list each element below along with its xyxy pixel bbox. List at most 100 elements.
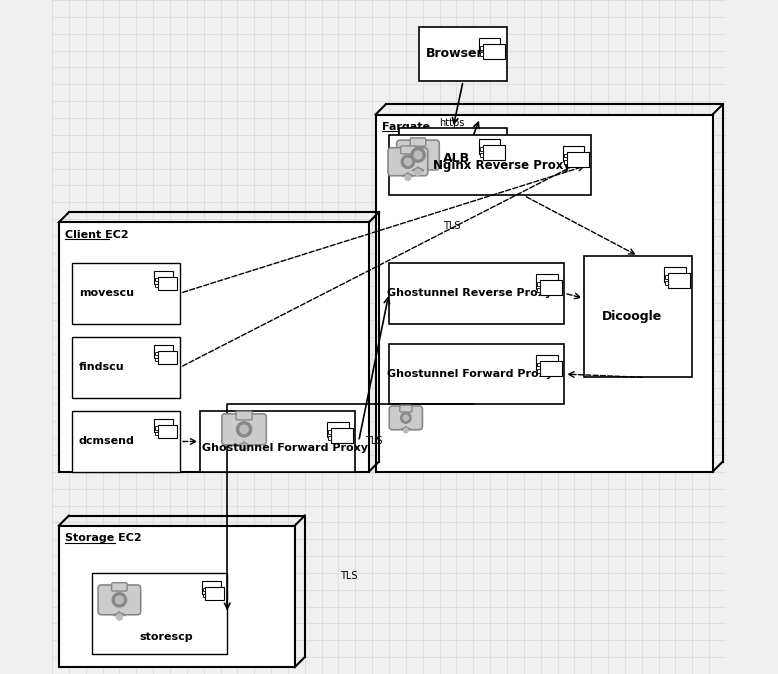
FancyBboxPatch shape: [665, 281, 668, 285]
Circle shape: [401, 155, 415, 168]
FancyBboxPatch shape: [328, 436, 331, 440]
FancyBboxPatch shape: [480, 153, 483, 157]
Circle shape: [404, 158, 412, 166]
FancyBboxPatch shape: [537, 363, 540, 367]
Text: Browser: Browser: [426, 47, 484, 61]
FancyBboxPatch shape: [156, 426, 158, 429]
FancyBboxPatch shape: [200, 411, 356, 472]
Text: TLS: TLS: [443, 221, 461, 231]
FancyBboxPatch shape: [665, 275, 668, 279]
FancyBboxPatch shape: [389, 344, 564, 404]
Text: Nginx Reverse Proxy: Nginx Reverse Proxy: [433, 158, 571, 172]
Text: Fargate: Fargate: [382, 122, 430, 131]
FancyBboxPatch shape: [327, 422, 349, 437]
FancyBboxPatch shape: [419, 27, 507, 81]
FancyBboxPatch shape: [112, 583, 127, 591]
Circle shape: [117, 614, 122, 620]
FancyBboxPatch shape: [155, 271, 173, 284]
FancyBboxPatch shape: [480, 52, 483, 56]
FancyBboxPatch shape: [158, 276, 177, 290]
FancyBboxPatch shape: [399, 128, 507, 189]
FancyBboxPatch shape: [537, 369, 540, 373]
FancyBboxPatch shape: [478, 139, 500, 154]
Text: TLS: TLS: [366, 437, 383, 446]
FancyBboxPatch shape: [93, 573, 227, 654]
Circle shape: [405, 175, 411, 181]
FancyBboxPatch shape: [664, 267, 685, 282]
Text: Ghostunnel Reverse Proxy: Ghostunnel Reverse Proxy: [387, 288, 552, 298]
Circle shape: [115, 595, 124, 605]
FancyBboxPatch shape: [72, 411, 180, 472]
FancyBboxPatch shape: [564, 154, 567, 158]
FancyBboxPatch shape: [59, 222, 369, 472]
FancyBboxPatch shape: [483, 146, 504, 160]
FancyBboxPatch shape: [480, 46, 483, 50]
FancyBboxPatch shape: [478, 38, 500, 53]
Text: movescu: movescu: [79, 288, 134, 298]
FancyBboxPatch shape: [584, 256, 692, 377]
FancyBboxPatch shape: [389, 406, 422, 430]
FancyBboxPatch shape: [537, 288, 540, 292]
FancyBboxPatch shape: [205, 586, 224, 600]
FancyBboxPatch shape: [202, 581, 220, 594]
Circle shape: [237, 422, 251, 437]
Text: Client EC2: Client EC2: [65, 230, 129, 239]
FancyBboxPatch shape: [668, 274, 690, 288]
Circle shape: [411, 148, 425, 162]
Text: Ghostunnel Forward Proxy: Ghostunnel Forward Proxy: [387, 369, 553, 379]
FancyBboxPatch shape: [410, 138, 426, 146]
FancyBboxPatch shape: [156, 432, 158, 435]
Circle shape: [402, 415, 409, 421]
FancyBboxPatch shape: [563, 146, 584, 160]
FancyBboxPatch shape: [536, 355, 558, 369]
FancyBboxPatch shape: [536, 274, 558, 288]
FancyBboxPatch shape: [155, 345, 173, 359]
Circle shape: [241, 444, 247, 451]
Text: dcmsend: dcmsend: [79, 437, 135, 446]
FancyBboxPatch shape: [236, 411, 252, 420]
FancyBboxPatch shape: [72, 263, 180, 324]
FancyBboxPatch shape: [98, 585, 141, 615]
FancyBboxPatch shape: [156, 284, 158, 287]
FancyBboxPatch shape: [564, 160, 567, 164]
FancyBboxPatch shape: [59, 526, 295, 667]
FancyBboxPatch shape: [376, 115, 713, 472]
FancyBboxPatch shape: [72, 337, 180, 398]
Text: ALB: ALB: [443, 152, 470, 165]
FancyBboxPatch shape: [540, 361, 562, 376]
Text: Storage EC2: Storage EC2: [65, 533, 142, 543]
FancyBboxPatch shape: [567, 152, 589, 167]
Text: Ghostunnel Forward Proxy: Ghostunnel Forward Proxy: [202, 443, 367, 453]
FancyBboxPatch shape: [537, 282, 540, 286]
Text: findscu: findscu: [79, 363, 124, 372]
FancyBboxPatch shape: [400, 405, 412, 412]
FancyBboxPatch shape: [389, 263, 564, 324]
FancyBboxPatch shape: [156, 352, 158, 355]
FancyBboxPatch shape: [328, 430, 331, 434]
FancyBboxPatch shape: [389, 135, 591, 195]
Circle shape: [112, 592, 127, 607]
FancyBboxPatch shape: [397, 140, 440, 170]
Circle shape: [240, 425, 249, 434]
Circle shape: [415, 169, 421, 175]
FancyBboxPatch shape: [401, 146, 415, 154]
Text: storescp: storescp: [140, 632, 194, 642]
FancyBboxPatch shape: [202, 588, 205, 591]
Text: Dicoogle: Dicoogle: [601, 310, 662, 324]
FancyBboxPatch shape: [483, 44, 504, 59]
FancyBboxPatch shape: [222, 414, 266, 445]
FancyBboxPatch shape: [158, 425, 177, 438]
FancyBboxPatch shape: [331, 429, 353, 443]
FancyBboxPatch shape: [156, 358, 158, 361]
Text: TLS: TLS: [340, 572, 357, 581]
FancyBboxPatch shape: [540, 280, 562, 295]
FancyBboxPatch shape: [158, 350, 177, 364]
FancyBboxPatch shape: [156, 278, 158, 281]
Circle shape: [401, 412, 411, 423]
FancyBboxPatch shape: [480, 147, 483, 151]
Text: https: https: [439, 118, 464, 127]
Circle shape: [404, 428, 408, 433]
FancyBboxPatch shape: [202, 594, 205, 597]
FancyBboxPatch shape: [388, 148, 428, 176]
FancyBboxPatch shape: [155, 419, 173, 433]
